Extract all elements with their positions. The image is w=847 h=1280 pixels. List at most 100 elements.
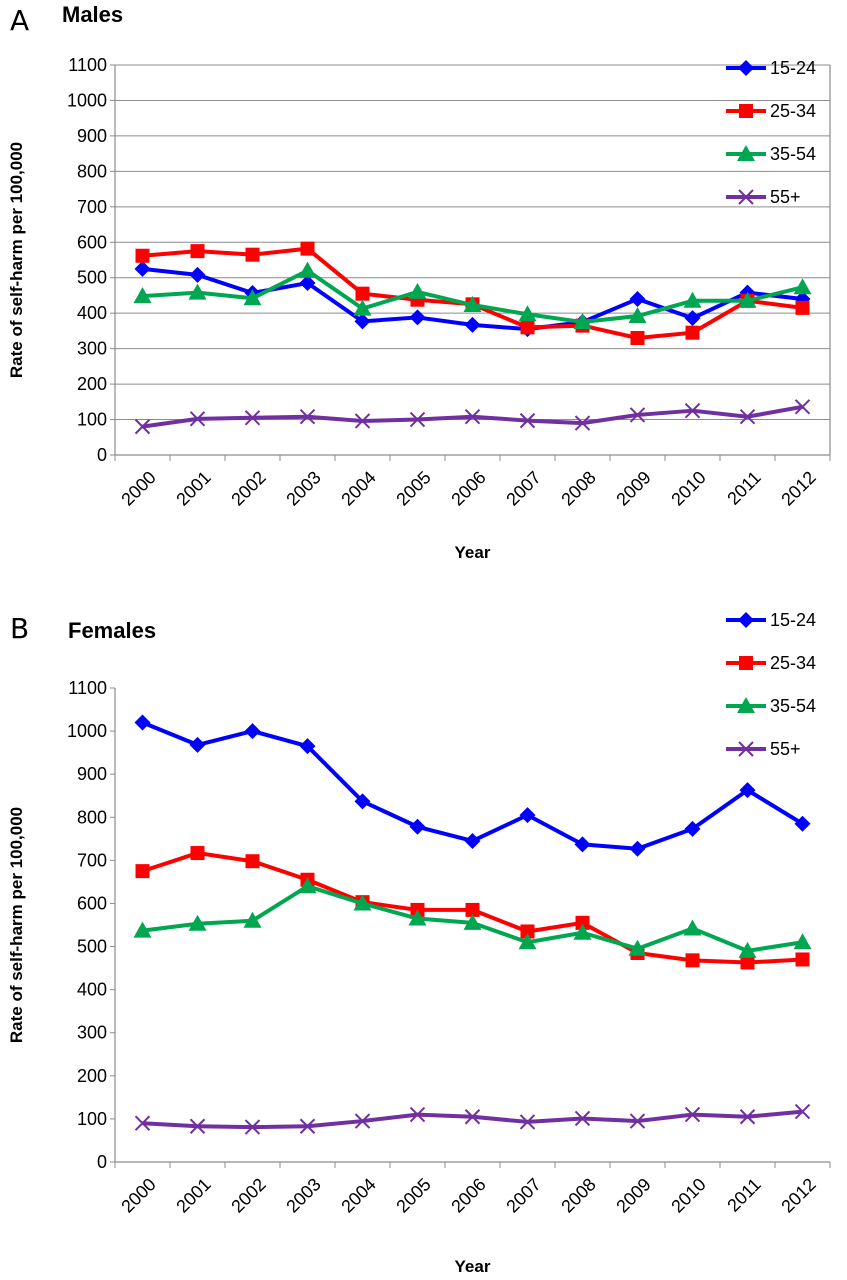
series-55+ [134,399,811,435]
data-point [629,407,646,423]
legend-item: 35-54 [726,144,816,164]
data-point [189,266,206,283]
y-tick-label: 100 [77,1109,107,1129]
panel-letter: B [10,612,29,645]
x-tick-label: 2005 [392,1174,434,1216]
data-point [245,247,260,262]
data-point [134,418,151,435]
data-point [630,331,645,345]
legend-item: 15-24 [726,58,816,78]
legend-label: 55+ [770,187,801,207]
y-tick-label: 1000 [67,721,107,741]
x-tick-label: 2004 [337,1174,379,1216]
x-tick-label: 2009 [612,467,654,509]
legend-marker [738,741,754,757]
data-point [740,955,755,970]
data-point [518,305,537,322]
data-point [795,300,810,315]
data-point [135,248,150,263]
data-point [353,894,372,911]
data-point [794,815,811,832]
data-point [298,877,317,894]
y-tick-label: 200 [77,374,107,394]
legend-item: 55+ [726,187,801,207]
y-tick-label: 0 [97,1152,107,1172]
chart-females: B Females 0 100 200 300 400 500 600 700 800 900 1000… [7,610,831,1276]
y-tick-label: 300 [77,339,107,359]
gridlines [115,64,830,421]
legend-item: 55+ [726,739,801,759]
data-point [574,1110,591,1127]
data-point [134,1115,151,1131]
x-tick-label: 2010 [667,467,709,509]
legend-item: 15-24 [726,610,816,630]
data-point [520,924,535,939]
data-point [738,291,757,308]
data-point [463,296,482,313]
data-point [299,275,316,292]
x-tick-label: 2001 [172,467,214,509]
legend-marker [738,612,754,628]
panel-females: B Females 0 100 200 300 400 500 600 700 800 900 1000… [0,600,847,1276]
data-point [188,914,207,931]
data-point [739,1109,756,1125]
x-tick-label: 2005 [392,467,434,509]
legend-label: 55+ [770,739,801,759]
y-tick-label: 500 [77,937,107,957]
data-point [133,287,152,304]
data-point [793,278,812,295]
y-axis-title: Rate of self-harm per 100,000 [7,807,26,1043]
y-tick-label: 300 [77,1023,107,1043]
y-tick-label: 700 [77,197,107,217]
data-point [354,413,371,429]
data-point [244,410,261,426]
data-point [133,921,152,938]
x-tick-label: 2009 [612,1174,654,1216]
legend-item: 35-54 [726,696,816,716]
y-tick-label: 200 [77,1066,107,1086]
series-25-34 [135,846,810,970]
y-tick-label: 400 [77,980,107,1000]
data-point [243,289,262,306]
data-point [464,1109,481,1125]
data-point [519,1114,536,1130]
x-tick-label: 2011 [723,467,765,509]
y-tick-label: 900 [77,764,107,784]
x-tick-label: 2012 [777,467,819,509]
data-point [574,415,591,431]
data-point [188,283,207,300]
data-point [685,953,700,968]
series-55+ [134,1103,811,1135]
legend: 15-24 25-34 35-54 55+ [726,58,816,207]
data-point [684,820,701,837]
data-point [738,941,757,958]
legend-item: 25-34 [726,653,816,673]
data-point [244,723,261,740]
data-point [244,1119,261,1135]
series-15-24 [134,714,811,857]
y-tick-label: 1100 [68,55,107,75]
data-point [408,282,427,299]
data-point [134,260,151,277]
data-point [189,411,206,427]
x-tick-label: 2004 [337,467,379,509]
x-tick-label: 2008 [557,1174,599,1216]
data-point [628,939,647,956]
y-tick-label: 700 [77,850,107,870]
data-point [300,241,315,256]
data-point [685,325,700,340]
y-tick-label: 600 [77,893,107,913]
data-point [243,911,262,928]
legend-marker [738,60,754,76]
chart-males: A Males 0 100 200 300 400 500 600 700 800 900 1000 11… [7,2,831,562]
x-tick-label: 2002 [227,1174,269,1216]
x-tick-label: 2001 [172,1174,214,1216]
x-tick-label: 2000 [117,467,159,509]
legend-marker [739,104,753,118]
data-point [629,840,646,857]
series-line [141,720,804,851]
data-point [408,909,427,926]
y-tick-label: 900 [77,126,107,146]
y-tick-label: 600 [77,232,107,252]
x-tick-label: 2002 [227,467,269,509]
